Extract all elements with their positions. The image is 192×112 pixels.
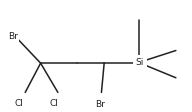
Text: Br: Br [95, 100, 105, 109]
Text: Br: Br [8, 32, 18, 41]
Text: Cl: Cl [50, 99, 59, 108]
Text: Si: Si [135, 58, 144, 67]
Text: Cl: Cl [14, 99, 23, 108]
